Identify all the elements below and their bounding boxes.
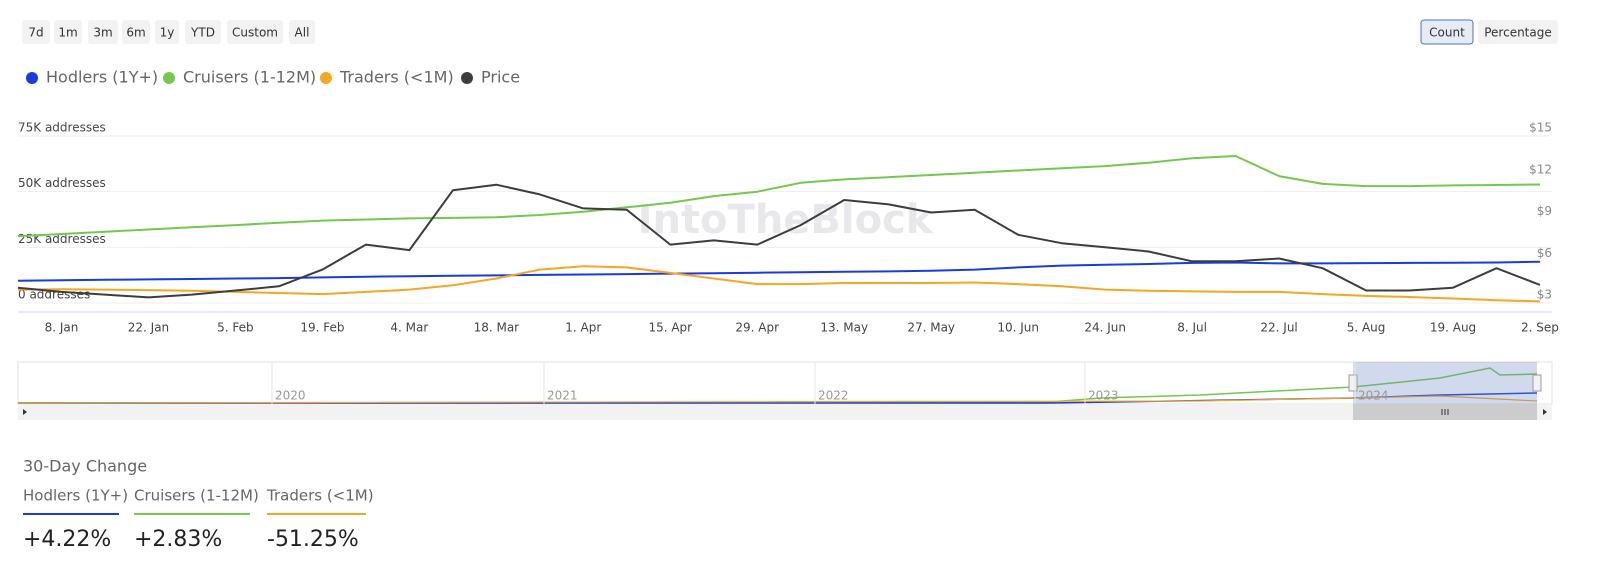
change-name: Cruisers (1-12M) [134, 487, 259, 505]
navigator-handle[interactable] [1532, 374, 1542, 392]
legend-marker[interactable] [26, 72, 38, 84]
range-button[interactable] [88, 20, 118, 44]
change-underline [267, 513, 366, 515]
change-value: +4.22% [23, 527, 111, 552]
navigator-selection[interactable] [1353, 362, 1537, 404]
navigator-year: 2020 [275, 389, 306, 403]
y2-tick-label: $9 [1537, 204, 1552, 218]
legend-marker[interactable] [461, 72, 473, 84]
legend-marker[interactable] [163, 72, 175, 84]
change-underline [134, 513, 250, 515]
scroll-grip [1441, 409, 1449, 415]
x-tick-label: 27. May [907, 321, 955, 335]
y2-tick-label: $3 [1537, 288, 1552, 302]
range-button[interactable] [227, 20, 283, 44]
x-tick-label: 15. Apr [648, 321, 692, 335]
navigator[interactable] [17, 361, 1553, 405]
change-value: -51.25% [267, 527, 359, 552]
y-tick-label: 0 addresses [18, 288, 90, 302]
x-tick-label: 13. May [820, 321, 868, 335]
x-tick-label: 1. Apr [565, 321, 601, 335]
series-line [17, 183, 1541, 299]
x-tick-label: 2. Sep [1521, 321, 1559, 335]
navigator-year: 2023 [1088, 389, 1119, 403]
x-tick-label: 4. Mar [390, 321, 428, 335]
range-button[interactable] [54, 20, 82, 44]
series-line [17, 265, 1541, 303]
y-tick-label: 75K addresses [18, 121, 106, 135]
y2-tick-label: $12 [1529, 162, 1552, 176]
series-line [17, 260, 1541, 282]
legend-label[interactable]: Price [481, 68, 520, 87]
navigator-line [17, 395, 1538, 404]
x-tick-label: 8. Jul [1177, 321, 1207, 335]
change-underline [23, 513, 119, 515]
x-tick-label: 24. Jun [1084, 321, 1126, 335]
x-tick-label: 8. Jan [45, 321, 79, 335]
change-name: Traders (<1M) [266, 487, 374, 505]
y2-tick-label: $6 [1537, 246, 1552, 260]
mode-button-label: Percentage [1484, 26, 1552, 40]
legend-marker[interactable] [320, 72, 332, 84]
range-button[interactable] [22, 20, 50, 44]
change-value: +2.83% [134, 527, 222, 552]
x-tick-label: 19. Feb [300, 321, 344, 335]
navigator-handle[interactable] [1348, 374, 1358, 392]
series-line [17, 155, 1541, 238]
legend-label[interactable]: Traders (<1M) [339, 68, 454, 87]
scrollbar[interactable] [18, 404, 1552, 420]
navigator-year: 2024 [1358, 389, 1389, 403]
range-button-label: 1m [58, 26, 77, 40]
navigator-year: 2021 [547, 389, 578, 403]
x-tick-label: 10. Jun [997, 321, 1039, 335]
range-button-label: 7d [28, 26, 43, 40]
range-button-label: 1y [160, 26, 175, 40]
range-button-label: 6m [126, 26, 145, 40]
y-tick-label: 50K addresses [18, 176, 106, 190]
x-tick-label: 5. Feb [217, 321, 254, 335]
range-button-label: All [295, 26, 310, 40]
mode-button-label: Count [1429, 26, 1465, 40]
range-button[interactable] [122, 20, 150, 44]
navigator-year: 2022 [818, 389, 849, 403]
range-button[interactable] [289, 20, 315, 44]
x-tick-label: 5. Aug [1347, 321, 1386, 335]
x-tick-label: 29. Apr [735, 321, 779, 335]
legend-label[interactable]: Hodlers (1Y+) [46, 68, 158, 87]
mode-button[interactable] [1478, 20, 1558, 44]
legend-label[interactable]: Cruisers (1-12M) [183, 68, 316, 87]
change-name: Hodlers (1Y+) [23, 487, 128, 505]
x-tick-label: 18. Mar [474, 321, 520, 335]
change-title: 30-Day Change [23, 457, 147, 476]
x-tick-label: 22. Jul [1260, 321, 1297, 335]
y2-tick-label: $15 [1529, 121, 1552, 135]
x-tick-label: 19. Aug [1430, 321, 1476, 335]
x-tick-label: 22. Jan [128, 321, 169, 335]
range-button-label: Custom [232, 26, 278, 40]
range-button[interactable] [155, 20, 179, 44]
range-button-label: YTD [190, 26, 215, 40]
mode-button[interactable] [1420, 19, 1474, 45]
range-button[interactable] [185, 20, 221, 44]
range-button-label: 3m [93, 26, 112, 40]
